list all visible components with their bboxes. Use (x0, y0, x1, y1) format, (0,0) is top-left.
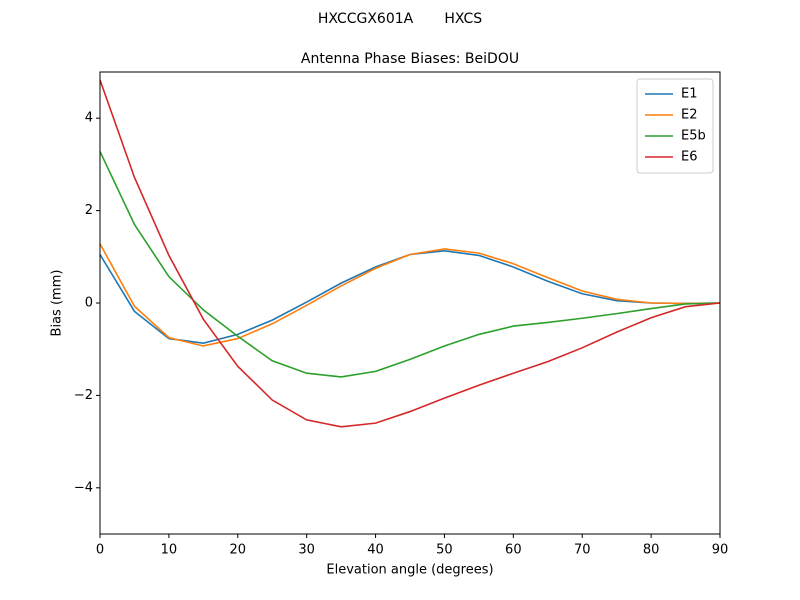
x-tick-label: 10 (161, 543, 178, 558)
line-series (99, 151, 721, 378)
chart-title: Antenna Phase Biases: BeiDOU (301, 51, 519, 67)
suptitle: HXCCGX601A HXCS (318, 11, 482, 27)
x-tick-label: 70 (574, 543, 591, 558)
legend-label: E2 (681, 108, 698, 123)
x-tick-label: 80 (643, 543, 660, 558)
x-tick-label: 90 (712, 543, 729, 558)
x-tick-label: 60 (505, 543, 522, 558)
x-axis-label: Elevation angle (degrees) (326, 563, 493, 578)
line-series (99, 249, 721, 345)
y-tick-label: 4 (85, 111, 93, 126)
legend-label: E1 (681, 87, 698, 102)
line-series (99, 243, 721, 347)
legend-box (636, 78, 714, 174)
x-tick-label: 50 (436, 543, 453, 558)
x-tick-label: 40 (367, 543, 384, 558)
legend-label: E5b (681, 129, 706, 144)
x-tick-label: 0 (96, 543, 104, 558)
plot-frame (99, 71, 721, 535)
x-tick-label: 30 (298, 543, 315, 558)
y-tick-label: −4 (74, 480, 93, 495)
line-series (99, 79, 721, 428)
y-axis-label: Bias (mm) (50, 270, 65, 337)
x-tick-label: 20 (230, 543, 247, 558)
y-tick-label: 0 (85, 296, 93, 311)
legend-label: E6 (681, 150, 698, 165)
y-tick-label: −2 (74, 388, 93, 403)
y-tick-label: 2 (85, 203, 93, 218)
